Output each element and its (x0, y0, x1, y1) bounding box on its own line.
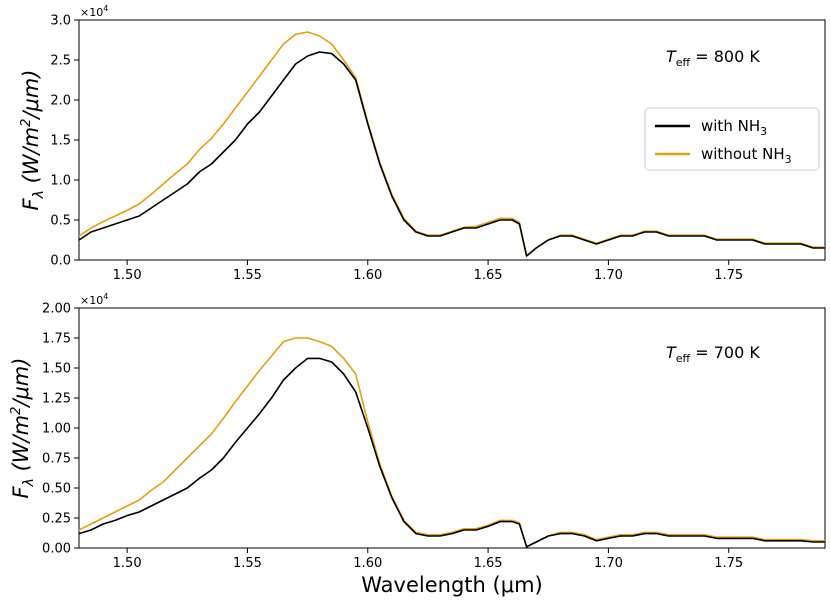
top-x-ticks: 1.50 1.55 1.60 1.65 1.70 1.75 (113, 260, 743, 283)
bottom-x-ticks: 1.50 1.55 1.60 1.65 1.70 1.75 (113, 548, 743, 571)
bottom-y-ticks: 0.00 0.25 0.50 0.75 1.00 1.25 1.50 1.75 2.00 (42, 302, 79, 557)
bottom-y-axis-label: Fλ (W/m2/μm) (9, 358, 37, 499)
bottom-y-tick-label: 1.25 (42, 392, 71, 407)
bottom-x-tick-label: 1.70 (594, 556, 623, 571)
top-y-tick-label: 1.0 (50, 174, 71, 189)
bottom-teff-annotation: Teff = 700 K (666, 343, 760, 365)
bottom-y-tick-label: 0.50 (42, 482, 71, 497)
legend-label-with-nh3: with NH3 (701, 117, 767, 138)
top-y-tick-label: 3.0 (50, 14, 71, 29)
top-y-tick-label: 2.0 (50, 94, 71, 109)
top-x-tick-label: 1.65 (474, 268, 503, 283)
x-axis-label: Wavelength (μm) (361, 573, 542, 597)
top-series-with-nh3 (78, 51, 825, 257)
bottom-y-tick-label: 1.75 (42, 332, 71, 347)
bottom-x-tick-label: 1.50 (113, 556, 142, 571)
top-x-tick-label: 1.60 (353, 268, 382, 283)
top-offset-label: ×104 (80, 4, 108, 19)
bottom-y-tick-label: 1.00 (42, 422, 71, 437)
top-y-tick-label: 0.5 (50, 214, 71, 229)
top-y-tick-label: 0.0 (50, 254, 71, 269)
top-x-tick-label: 1.50 (113, 268, 142, 283)
top-x-tick-label: 1.55 (233, 268, 262, 283)
legend: with NH3 without NH3 (644, 107, 820, 171)
panel-bottom: ×104 1.50 1.55 1.60 1.65 1.70 1.75 0.000.250.… (9, 292, 826, 597)
bottom-y-tick-label: 2.00 (42, 302, 71, 317)
top-y-tick-label: 2.5 (50, 54, 71, 69)
bottom-x-tick-label: 1.60 (353, 556, 382, 571)
bottom-series-without-nh3 (78, 337, 825, 548)
bottom-y-tick-label: 0.25 (42, 512, 71, 527)
bottom-x-tick-label: 1.65 (474, 556, 503, 571)
bottom-x-tick-label: 1.75 (714, 556, 743, 571)
top-teff-annotation: Teff = 800 K (666, 47, 760, 69)
top-x-tick-label: 1.70 (594, 268, 623, 283)
bottom-series-with-nh3 (78, 357, 825, 548)
bottom-y-tick-label: 0.00 (42, 542, 71, 557)
top-x-tick-label: 1.75 (714, 268, 743, 283)
bottom-y-tick-label: 0.75 (42, 452, 71, 467)
legend-label-without-nh3: without NH3 (701, 145, 792, 166)
panel-top: ×104 1.50 1.55 1.60 1.65 1.70 1.75 0.0 0.5 1.0 1… (19, 4, 826, 283)
bottom-x-tick-label: 1.55 (233, 556, 262, 571)
bottom-offset-label: ×104 (80, 292, 108, 307)
top-series-lines (78, 31, 825, 257)
bottom-series-lines (78, 337, 825, 548)
top-y-ticks: 0.0 0.5 1.0 1.5 2.0 2.5 3.0 (50, 14, 79, 269)
top-y-tick-label: 1.5 (50, 134, 71, 149)
bottom-y-tick-label: 1.50 (42, 362, 71, 377)
top-y-axis-label: Fλ (W/m2/μm) (19, 70, 47, 211)
